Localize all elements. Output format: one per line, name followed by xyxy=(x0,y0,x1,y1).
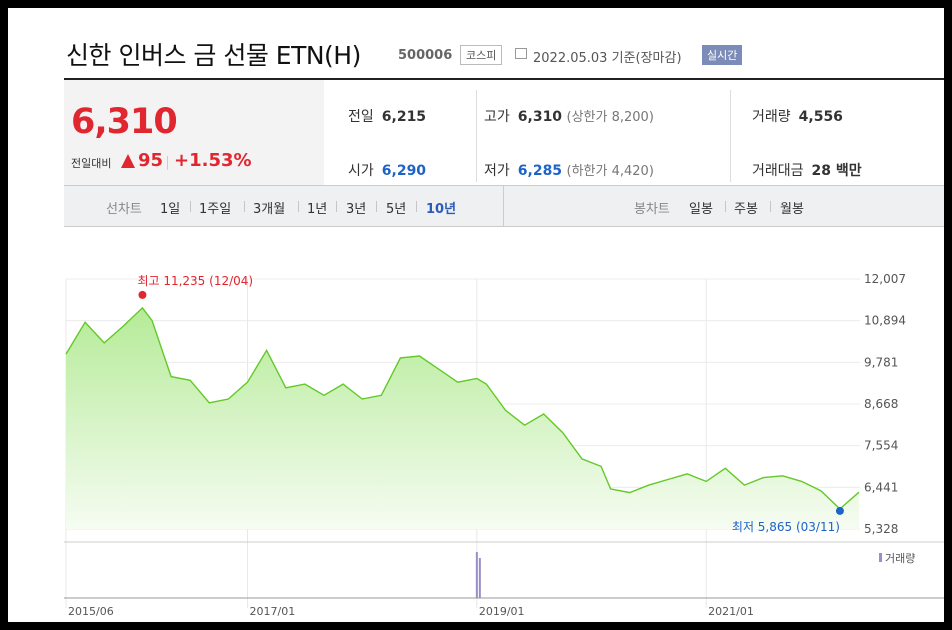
tab-3m[interactable]: 3개월 xyxy=(253,202,286,217)
volume-label: 거래량 xyxy=(752,109,791,125)
change-percent: +1.53% xyxy=(174,150,252,171)
up-arrow-icon xyxy=(121,154,135,168)
volume-value: 4,556 xyxy=(798,109,843,125)
open-price: 시가 6,290 xyxy=(348,160,426,180)
y-tick-label: 12,007 xyxy=(864,272,906,286)
prev-close-value: 6,215 xyxy=(381,109,427,125)
calendar-icon xyxy=(515,48,527,59)
high-price: 고가 6,310 (상한가 8,200) xyxy=(484,106,654,126)
y-tick-label: 5,328 xyxy=(864,522,898,536)
market-badge: 코스피 xyxy=(460,45,503,65)
candle-chart-label: 봉차트 xyxy=(634,202,670,217)
change-label: 전일대비 xyxy=(71,157,112,170)
trade-value-label: 거래대금 xyxy=(752,163,804,179)
quote-divider xyxy=(730,90,731,182)
tab-1w[interactable]: 1주일 xyxy=(199,202,232,217)
change-divider xyxy=(167,156,168,170)
current-price: 6,310 xyxy=(71,102,178,142)
y-tick-label: 10,894 xyxy=(864,314,906,328)
y-tick-label: 9,781 xyxy=(864,355,898,369)
tabs-divider xyxy=(503,186,504,226)
tab-divider xyxy=(725,201,726,212)
open-value: 6,290 xyxy=(381,163,427,179)
x-tick-label: 2019/01 xyxy=(479,605,525,618)
tab-1d[interactable]: 1일 xyxy=(160,202,181,217)
tab-divider xyxy=(416,201,417,212)
tab-monthly[interactable]: 월봉 xyxy=(780,202,804,217)
header: 신한 인버스 금 선물 ETN(H) 500006 코스피 2022.05.03… xyxy=(8,8,944,80)
trade-value-value: 28 백만 xyxy=(811,163,862,179)
change-value: 95 xyxy=(138,150,164,171)
price-line xyxy=(65,306,860,510)
quote-divider xyxy=(476,90,477,182)
low-price: 저가 6,285 (하한가 4,420) xyxy=(484,160,654,180)
tab-5y[interactable]: 5년 xyxy=(386,202,407,217)
high-label: 최고 11,235 (12/04) xyxy=(137,274,253,288)
tab-divider xyxy=(244,201,245,212)
quote-date: 2022.05.03 기준(장마감) xyxy=(533,47,682,66)
tab-10y[interactable]: 10년 xyxy=(426,202,457,217)
high-label: 고가 xyxy=(484,109,510,125)
trade-value: 거래대금 28 백만 xyxy=(752,160,862,180)
prev-close: 전일 6,215 xyxy=(348,106,426,126)
high-value: 6,310 xyxy=(517,109,563,125)
lower-limit: (하한가 4,420) xyxy=(566,164,654,179)
price-box: 6,310 전일대비 95 +1.53% xyxy=(64,80,324,191)
tab-1y[interactable]: 1년 xyxy=(307,202,328,217)
tab-weekly[interactable]: 주봉 xyxy=(734,202,758,217)
tab-daily[interactable]: 일봉 xyxy=(689,202,713,217)
low-marker xyxy=(835,506,844,515)
x-tick-label: 2015/06 xyxy=(68,605,114,618)
prev-close-label: 전일 xyxy=(348,109,374,125)
volume-legend-label: 거래량 xyxy=(885,552,915,565)
chart-tabs: 선차트 1일 1주일 3개월 1년 3년 5년 10년 봉차트 일봉 주봉 월봉 xyxy=(64,185,944,227)
y-tick-label: 8,668 xyxy=(864,397,898,411)
stock-widget: 신한 인버스 금 선물 ETN(H) 500006 코스피 2022.05.03… xyxy=(8,8,944,622)
volume-bar xyxy=(475,552,478,598)
tab-divider xyxy=(770,201,771,212)
volume: 거래량 4,556 xyxy=(752,106,843,126)
low-value: 6,285 xyxy=(517,163,563,179)
upper-limit: (상한가 8,200) xyxy=(566,110,654,125)
line-chart-label: 선차트 xyxy=(106,202,142,217)
tab-divider xyxy=(336,201,337,212)
y-tick-label: 6,441 xyxy=(864,480,898,494)
low-label: 최저 5,865 (03/11) xyxy=(732,520,840,534)
open-label: 시가 xyxy=(348,163,374,179)
y-tick-label: 7,554 xyxy=(864,439,898,453)
x-tick-label: 2021/01 xyxy=(708,605,754,618)
x-tick-label: 2017/01 xyxy=(250,605,296,618)
volume-legend-icon xyxy=(879,553,882,562)
high-marker xyxy=(138,290,147,299)
tab-3y[interactable]: 3년 xyxy=(346,202,367,217)
realtime-button[interactable]: 실시간 xyxy=(702,45,743,65)
stock-title: 신한 인버스 금 선물 ETN(H) xyxy=(66,41,361,70)
tab-divider xyxy=(190,201,191,212)
tab-divider xyxy=(298,201,299,212)
price-chart: 12,007 10,894 9,781 8,668 7,554 6,441 5,328 201… xyxy=(64,272,944,618)
header-divider xyxy=(64,78,944,80)
date-basis: 기준(장마감) xyxy=(611,51,682,66)
volume-bar xyxy=(478,558,481,598)
stock-code: 500006 xyxy=(398,48,453,63)
tab-divider xyxy=(376,201,377,212)
low-label: 저가 xyxy=(484,163,510,179)
quote-panel: 6,310 전일대비 95 +1.53% 전일 6,215 시가 6,290 고가 6… xyxy=(64,80,944,193)
date-value: 2022.05.03 xyxy=(533,51,608,66)
price-area xyxy=(66,307,859,529)
